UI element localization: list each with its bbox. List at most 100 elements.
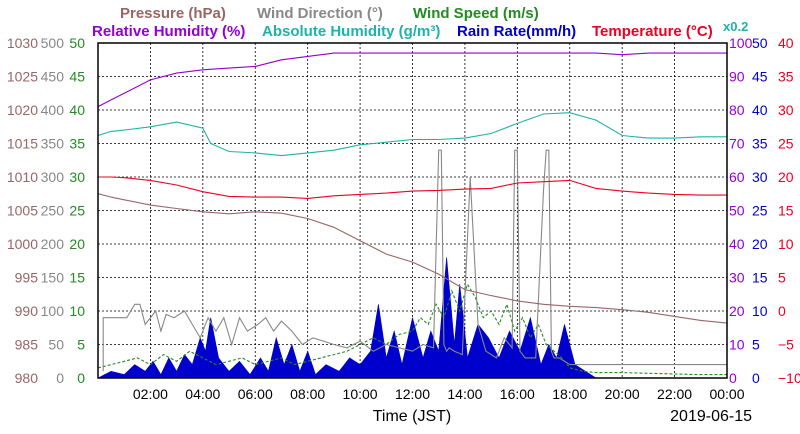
- header-scale-note: x0.2: [723, 19, 748, 34]
- y-tick-label-relative-humidity: 20: [729, 303, 745, 319]
- y-tick-label-wind-speed: 50: [69, 35, 85, 51]
- y-tick-label-relative-humidity: 50: [729, 203, 745, 219]
- y-tick-label-temperature: 30: [778, 102, 794, 118]
- y-tick-label-pressure: 990: [15, 303, 39, 319]
- y-tick-label-pressure: 1030: [7, 35, 38, 51]
- y-tick-label-pressure: 1010: [7, 169, 38, 185]
- y-tick-label-temperature: 25: [778, 136, 794, 152]
- y-tick-label-pressure: 985: [15, 337, 39, 353]
- y-tick-label-rain-rate: 5: [752, 337, 760, 353]
- x-tick-label: 16:00: [500, 386, 535, 402]
- y-tick-label-rain-rate: 40: [752, 102, 768, 118]
- y-tick-label-wind-direction: 400: [41, 102, 65, 118]
- x-tick-label: 10:00: [343, 386, 378, 402]
- chart-series: [97, 52, 728, 379]
- y-tick-label-wind-direction: 50: [48, 337, 64, 353]
- y-tick-label-temperature: −10: [778, 370, 800, 386]
- y-tick-label-pressure: 1000: [7, 236, 38, 252]
- y-tick-label-relative-humidity: 40: [729, 236, 745, 252]
- y-tick-label-wind-speed: 45: [69, 69, 85, 85]
- y-tick-label-rain-rate: 35: [752, 136, 768, 152]
- x-tick-label: 22:00: [657, 386, 692, 402]
- y-tick-label-wind-speed: 30: [69, 169, 85, 185]
- y-tick-label-relative-humidity: 60: [729, 169, 745, 185]
- y-tick-label-temperature: −5: [778, 337, 794, 353]
- y-tick-label-pressure: 1015: [7, 136, 38, 152]
- y-tick-label-wind-direction: 0: [56, 370, 64, 386]
- plot-frame: [97, 42, 728, 379]
- y-tick-label-rain-rate: 20: [752, 236, 768, 252]
- header-wind-direction-label: Wind Direction (°): [257, 5, 383, 22]
- y-tick-label-wind-direction: 500: [41, 35, 65, 51]
- x-axis-label: Time (JST): [373, 408, 452, 425]
- x-tick-label: 20:00: [605, 386, 640, 402]
- y-tick-label-pressure: 1025: [7, 69, 38, 85]
- y-tick-label-relative-humidity: 80: [729, 102, 745, 118]
- chart-grid: [98, 43, 728, 378]
- y-tick-label-wind-speed: 15: [69, 270, 85, 286]
- y-tick-label-wind-direction: 350: [41, 136, 65, 152]
- chart-axes: 9809859909951000100510101015102010251030…: [7, 35, 800, 402]
- y-tick-label-wind-speed: 25: [69, 203, 85, 219]
- y-tick-label-rain-rate: 0: [752, 370, 760, 386]
- series-line-wind-direction: [102, 149, 727, 372]
- y-tick-label-wind-speed: 10: [69, 303, 85, 319]
- y-tick-label-relative-humidity: 30: [729, 270, 745, 286]
- y-tick-label-relative-humidity: 90: [729, 69, 745, 85]
- series-line-wind-speed-m-s: [97, 282, 727, 376]
- y-tick-label-temperature: 35: [778, 69, 794, 85]
- x-tick-label: 04:00: [185, 386, 220, 402]
- y-tick-label-rain-rate: 10: [752, 303, 768, 319]
- header-temperature-label: Temperature (°C): [592, 23, 713, 40]
- y-tick-label-temperature: 15: [778, 203, 794, 219]
- series-line-absolute-humidity-g-m: [97, 112, 727, 157]
- x-tick-label: 14:00: [447, 386, 482, 402]
- x-tick-label: 08:00: [290, 386, 325, 402]
- y-tick-label-wind-direction: 450: [41, 69, 65, 85]
- x-tick-label: 06:00: [238, 386, 273, 402]
- header-wind-speed-label: Wind Speed (m/s): [413, 5, 539, 22]
- y-tick-label-wind-direction: 100: [41, 303, 65, 319]
- y-tick-label-wind-speed: 0: [77, 370, 85, 386]
- y-tick-label-rain-rate: 45: [752, 69, 768, 85]
- y-tick-label-wind-speed: 5: [77, 337, 85, 353]
- y-tick-label-pressure: 980: [15, 370, 39, 386]
- x-tick-label: 02:00: [133, 386, 168, 402]
- y-tick-label-pressure: 1005: [7, 203, 38, 219]
- header-rain-rate-label: Rain Rate(mm/h): [457, 23, 576, 40]
- header-relative-humidity-label: Relative Humidity (%): [92, 23, 245, 40]
- x-tick-label: 12:00: [395, 386, 430, 402]
- y-tick-label-pressure: 1020: [7, 102, 38, 118]
- x-tick-label: 00:00: [709, 386, 744, 402]
- y-tick-label-wind-speed: 35: [69, 136, 85, 152]
- series-line-temperature-c: [98, 176, 727, 199]
- y-tick-label-relative-humidity: 0: [729, 370, 737, 386]
- y-tick-label-temperature: 5: [778, 270, 786, 286]
- header-absolute-humidity-label: Absolute Humidity (g/m³): [262, 23, 440, 40]
- series-line-relative-humidity: [97, 52, 727, 108]
- y-tick-label-wind-speed: 40: [69, 102, 85, 118]
- y-tick-label-temperature: 0: [778, 303, 786, 319]
- y-tick-label-pressure: 995: [15, 270, 39, 286]
- y-tick-label-relative-humidity: 10: [729, 337, 745, 353]
- y-tick-label-relative-humidity: 100: [729, 35, 753, 51]
- y-tick-label-wind-direction: 300: [41, 169, 65, 185]
- y-tick-label-wind-speed: 20: [69, 236, 85, 252]
- y-tick-label-rain-rate: 25: [752, 203, 768, 219]
- y-tick-label-temperature: 20: [778, 169, 794, 185]
- y-tick-label-temperature: 10: [778, 236, 794, 252]
- date-label: 2019-06-15: [670, 408, 752, 425]
- y-tick-label-relative-humidity: 70: [729, 136, 745, 152]
- y-tick-label-temperature: 40: [778, 35, 794, 51]
- y-tick-label-wind-direction: 250: [41, 203, 65, 219]
- y-tick-label-rain-rate: 50: [752, 35, 768, 51]
- x-tick-label: 18:00: [552, 386, 587, 402]
- series-line-pressure-hpa: [97, 193, 728, 324]
- y-tick-label-wind-direction: 200: [41, 236, 65, 252]
- header-pressure-label: Pressure (hPa): [120, 5, 226, 22]
- y-tick-label-wind-direction: 150: [41, 270, 65, 286]
- chart-header: Pressure (hPa) Wind Direction (°) Wind S…: [92, 5, 748, 40]
- y-tick-label-rain-rate: 15: [752, 270, 768, 286]
- series-area-rain-rate-mm-h: [97, 257, 727, 379]
